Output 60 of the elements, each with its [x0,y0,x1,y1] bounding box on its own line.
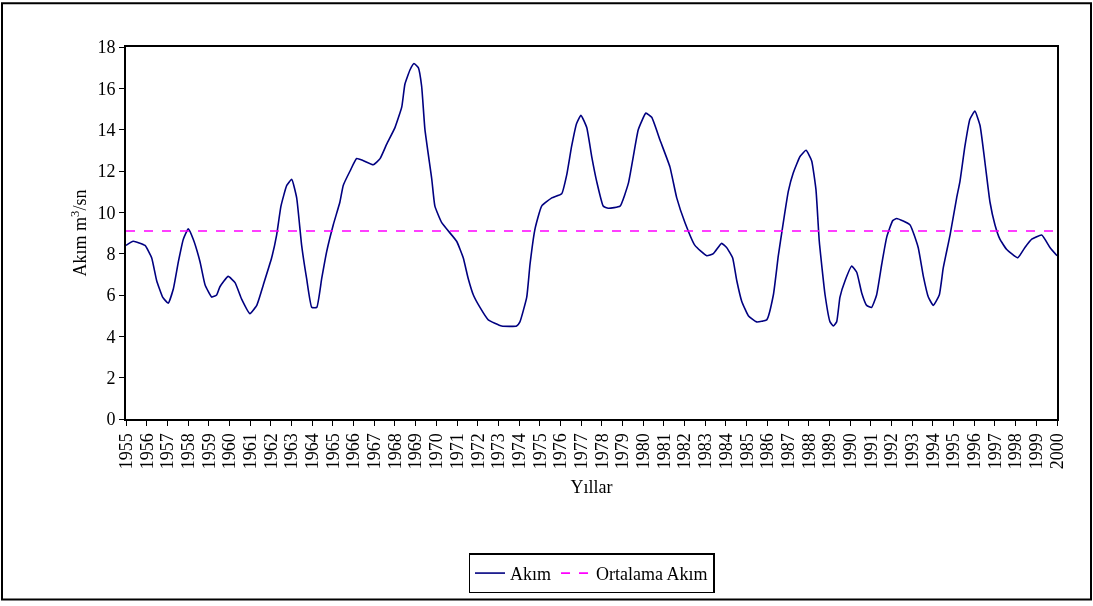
x-tick-label: 1967 [364,433,385,470]
x-axis-title: Yıllar [570,476,613,497]
x-tick-label: 1963 [281,433,302,470]
x-tick-label: 1975 [529,433,550,470]
x-tick-label: 1960 [219,433,240,470]
y-tick-label: 10 [97,202,116,223]
x-tick-label: 1995 [943,433,964,470]
x-tick-label: 1961 [239,433,260,470]
x-tick-label: 1965 [322,433,343,470]
x-tick-label: 2000 [1046,433,1067,470]
legend-label: Ortalama Akım [596,564,708,585]
x-tick-label: 1971 [446,433,467,470]
x-tick-label: 1982 [674,433,695,470]
y-tick-label: 2 [106,367,116,388]
x-tick-label: 1964 [302,433,323,470]
line-series [126,62,1057,327]
x-tick-label: 1993 [902,433,923,470]
y-tick-label: 8 [106,243,116,264]
y-tick-label: 16 [97,78,116,99]
x-tick-label: 1997 [984,433,1005,470]
x-tick-label: 1998 [1005,433,1026,470]
x-tick-label: 1974 [508,433,529,470]
x-tick-label: 1999 [1026,433,1047,470]
x-tick-label: 1979 [612,433,633,470]
x-tick-label: 1958 [177,433,198,470]
x-tick-label: 1972 [467,433,488,470]
y-tick-label: 6 [106,285,116,306]
x-tick-label: 1969 [405,433,426,470]
y-tick-label: 0 [106,409,116,430]
y-tick-label: 12 [97,161,116,182]
x-tick-label: 1955 [115,433,136,470]
x-tick-label: 1956 [136,433,157,470]
x-tick-label: 1980 [633,433,654,470]
x-tick-label: 1986 [757,433,778,470]
x-tick-label: 1991 [860,433,881,470]
y-tick-label: 14 [97,119,116,140]
y-tick-label: 18 [97,37,116,58]
x-tick-label: 1992 [881,433,902,470]
x-tick-label: 1962 [260,433,281,470]
x-tick-label: 1994 [922,433,943,470]
x-tick-label: 1973 [488,433,509,470]
x-tick-label: 1977 [571,433,592,470]
x-tick-label: 1985 [736,433,757,470]
x-tick-label: 1990 [839,433,860,470]
x-tick-label: 1984 [715,433,736,470]
x-tick-label: 1987 [777,433,798,470]
x-tick-label: 1978 [591,433,612,470]
legend-label: Akım [510,564,552,585]
x-tick-label: 1981 [653,433,674,470]
x-tick-label: 1989 [819,433,840,470]
x-tick-label: 1996 [964,433,985,470]
x-tick-label: 1968 [384,433,405,470]
x-tick-label: 1957 [157,433,178,470]
x-tick-label: 1966 [343,433,364,470]
x-tick-label: 1988 [798,433,819,470]
x-tick-label: 1970 [426,433,447,470]
x-tick-label: 1959 [198,433,219,470]
x-tick-label: 1976 [550,433,571,470]
y-tick-label: 4 [106,326,116,347]
x-tick-label: 1983 [695,433,716,470]
